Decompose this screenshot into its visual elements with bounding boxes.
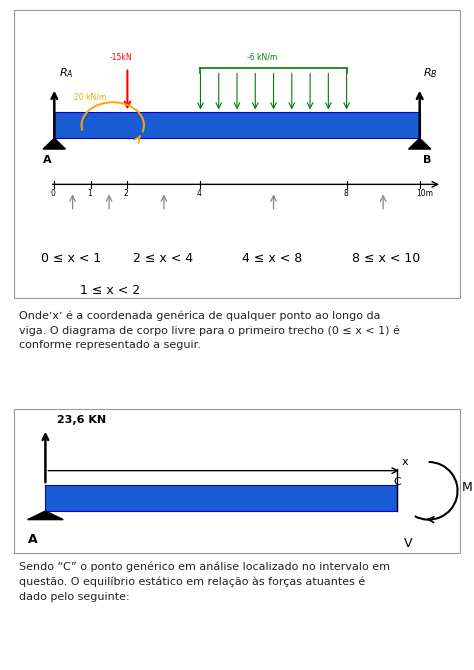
Text: 4 ≤ x < 8: 4 ≤ x < 8 xyxy=(242,252,302,265)
Text: 8 ≤ x < 10: 8 ≤ x < 10 xyxy=(352,252,420,265)
Text: V: V xyxy=(404,537,412,550)
Text: Sendo “C” o ponto genérico em análise localizado no intervalo em
questão. O equi: Sendo “C” o ponto genérico em análise lo… xyxy=(18,561,390,602)
Polygon shape xyxy=(409,138,431,149)
Text: 10m: 10m xyxy=(416,189,433,198)
Text: 2 ≤ x < 4: 2 ≤ x < 4 xyxy=(133,252,193,265)
Text: A: A xyxy=(43,155,52,165)
Text: 1: 1 xyxy=(87,189,92,198)
Text: x: x xyxy=(402,457,409,467)
Text: 8: 8 xyxy=(343,189,348,198)
Polygon shape xyxy=(27,511,63,520)
Text: C: C xyxy=(393,477,401,487)
Text: Ondeʼxʼ é a coordenada genérica de qualquer ponto ao longo da
viga. O diagrama d: Ondeʼxʼ é a coordenada genérica de qualq… xyxy=(18,310,400,350)
Text: $R_A$: $R_A$ xyxy=(59,66,73,80)
Text: 20 kN/m: 20 kN/m xyxy=(74,92,107,101)
Text: -15kN: -15kN xyxy=(109,54,132,62)
Polygon shape xyxy=(43,138,65,149)
Text: $R_B$: $R_B$ xyxy=(423,66,438,80)
Text: 1 ≤ x < 2: 1 ≤ x < 2 xyxy=(80,284,140,297)
Text: 0: 0 xyxy=(51,189,55,198)
Text: B: B xyxy=(423,155,432,165)
Bar xyxy=(55,113,419,138)
Bar xyxy=(46,485,397,511)
Text: 4: 4 xyxy=(197,189,202,198)
Text: 0 ≤ x < 1: 0 ≤ x < 1 xyxy=(41,252,101,265)
Text: A: A xyxy=(27,533,37,545)
Text: 2: 2 xyxy=(124,189,128,198)
Text: -6 kN/m: -6 kN/m xyxy=(247,52,277,61)
Text: 23,6 KN: 23,6 KN xyxy=(56,415,106,425)
Text: M: M xyxy=(462,481,473,494)
